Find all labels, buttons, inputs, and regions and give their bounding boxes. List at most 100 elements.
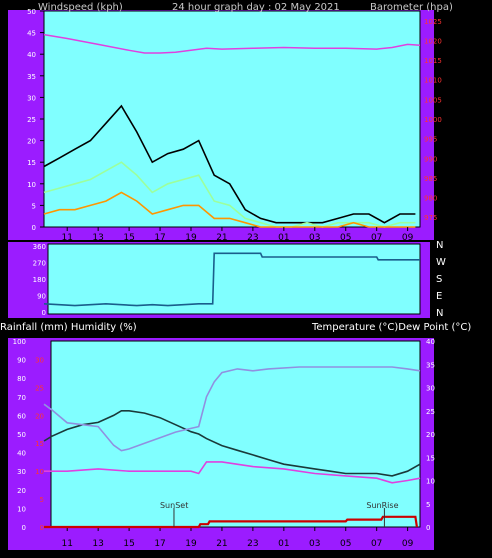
baro-y-tick-1025: 1025 <box>424 18 442 26</box>
temp-x-tick-13: 13 <box>92 539 103 549</box>
humidity-y-tick-100: 100 <box>13 338 26 346</box>
wind-x-tick-09: 09 <box>402 233 414 243</box>
rain-y-tick-20: 20 <box>35 412 44 420</box>
temp-plot-area <box>50 340 421 528</box>
temp-y-tick-30: 30 <box>426 385 435 393</box>
humidity-y-tick-0: 0 <box>22 524 26 532</box>
wind-x-tick-11: 11 <box>61 233 72 243</box>
rain-y-tick-15: 15 <box>35 440 44 448</box>
temp-y-tick-35: 35 <box>426 361 435 369</box>
humidity-y-tick-70: 70 <box>17 394 26 402</box>
humidity-y-tick-40: 40 <box>17 450 26 458</box>
dir-y-tick-90: 90 <box>37 293 46 301</box>
compass-n-top: N <box>436 240 443 251</box>
temp-y-tick-15: 15 <box>426 454 435 462</box>
baro-y-tick-985: 985 <box>424 175 437 183</box>
temp-x-tick-19: 19 <box>185 539 197 549</box>
wind-x-tick-13: 13 <box>92 233 103 243</box>
compass-s: S <box>436 274 442 285</box>
compass-e: E <box>436 291 442 302</box>
wind-y-tick-15: 15 <box>27 159 36 167</box>
wind-y-tick-0: 0 <box>32 224 36 232</box>
direction-line <box>43 252 420 307</box>
dir-y-tick-270: 270 <box>33 260 46 268</box>
humidity-line <box>43 366 421 452</box>
wind-x-tick-03: 03 <box>309 233 320 243</box>
temp-x-tick-23: 23 <box>247 539 258 549</box>
temp-y-tick-5: 5 <box>426 501 430 509</box>
wind-y-tick-35: 35 <box>27 73 36 81</box>
temp-y-tick-40: 40 <box>426 338 435 346</box>
baro-y-tick-990: 990 <box>424 155 437 163</box>
wind-y-tick-10: 10 <box>27 181 36 189</box>
baro-y-tick-975: 975 <box>424 214 437 222</box>
baro-y-tick-995: 995 <box>424 136 437 144</box>
wind-axis-label: Windspeed (kph) <box>38 2 123 13</box>
wind-x-tick-07: 07 <box>371 233 382 243</box>
humidity-y-tick-80: 80 <box>17 375 26 383</box>
dir-y-tick-180: 180 <box>33 276 46 284</box>
temp-y-tick-20: 20 <box>426 431 435 439</box>
dewpoint-line <box>44 461 421 484</box>
graph-title: 24 hour graph day : 02 May 2021 <box>172 2 340 13</box>
wind-gust-line <box>43 104 416 224</box>
rain-y-tick-30: 30 <box>35 356 44 364</box>
dir-y-tick-0: 0 <box>42 309 46 317</box>
compass-n-bottom: N <box>436 308 443 319</box>
chart-marks: 0510152025303540455097598098599099510001… <box>13 8 442 549</box>
wind-y-tick-30: 30 <box>27 94 36 102</box>
temp-y-tick-25: 25 <box>426 408 435 416</box>
baro-y-tick-1020: 1020 <box>424 37 442 45</box>
temp-x-tick-21: 21 <box>216 539 227 549</box>
temp-x-tick-17: 17 <box>154 539 165 549</box>
temperature-line <box>43 409 421 477</box>
temp-x-tick-07: 07 <box>371 539 382 549</box>
sunrise-label: SunRise <box>366 501 398 510</box>
dir-y-tick-360: 360 <box>33 243 46 251</box>
temp-x-tick-03: 03 <box>309 539 320 549</box>
wind-y-tick-5: 5 <box>32 202 36 210</box>
wind-x-tick-19: 19 <box>185 233 197 243</box>
wind-plot-area <box>43 10 421 228</box>
rain-y-tick-25: 25 <box>35 384 44 392</box>
wind-low-line <box>43 191 416 228</box>
baro-y-tick-1015: 1015 <box>424 57 442 65</box>
temp-x-tick-15: 15 <box>123 539 134 549</box>
temp-dew-label: Temperature (°C)Dew Point (°C) <box>311 322 471 333</box>
temp-x-tick-05: 05 <box>340 539 351 549</box>
wind-x-tick-01: 01 <box>278 233 289 243</box>
wind-y-tick-20: 20 <box>27 138 36 146</box>
humidity-y-tick-30: 30 <box>17 468 26 476</box>
rain-y-tick-10: 10 <box>35 468 44 476</box>
humidity-y-tick-90: 90 <box>17 357 26 365</box>
baro-y-tick-1005: 1005 <box>424 96 442 104</box>
baro-y-tick-1000: 1000 <box>424 116 442 124</box>
baro-y-tick-980: 980 <box>424 195 437 203</box>
temp-x-tick-09: 09 <box>402 539 414 549</box>
humidity-y-tick-20: 20 <box>17 487 26 495</box>
sunset-label: SunSet <box>160 501 188 510</box>
compass-w: W <box>436 257 446 268</box>
temp-y-tick-0: 0 <box>426 524 430 532</box>
rain-humidity-label: Rainfall (mm) Humidity (%) <box>0 322 137 333</box>
humidity-y-tick-10: 10 <box>17 505 26 513</box>
wind-y-tick-45: 45 <box>27 30 36 38</box>
barometer-line <box>43 33 421 54</box>
rain-y-tick-0: 0 <box>40 524 44 532</box>
wind-x-tick-05: 05 <box>340 233 351 243</box>
temp-x-tick-11: 11 <box>61 539 72 549</box>
wind-x-tick-23: 23 <box>247 233 258 243</box>
wind-y-tick-25: 25 <box>27 116 36 124</box>
humidity-y-tick-60: 60 <box>17 412 26 420</box>
temp-y-tick-10: 10 <box>426 478 435 486</box>
rainfall-line <box>44 515 418 529</box>
wind-x-tick-17: 17 <box>154 233 165 243</box>
wind-x-tick-21: 21 <box>216 233 227 243</box>
direction-plot-area <box>47 243 421 315</box>
baro-y-tick-1010: 1010 <box>424 77 442 85</box>
wind-x-tick-15: 15 <box>123 233 134 243</box>
humidity-y-tick-50: 50 <box>17 431 26 439</box>
baro-axis-label: Barometer (hpa) <box>370 2 453 13</box>
